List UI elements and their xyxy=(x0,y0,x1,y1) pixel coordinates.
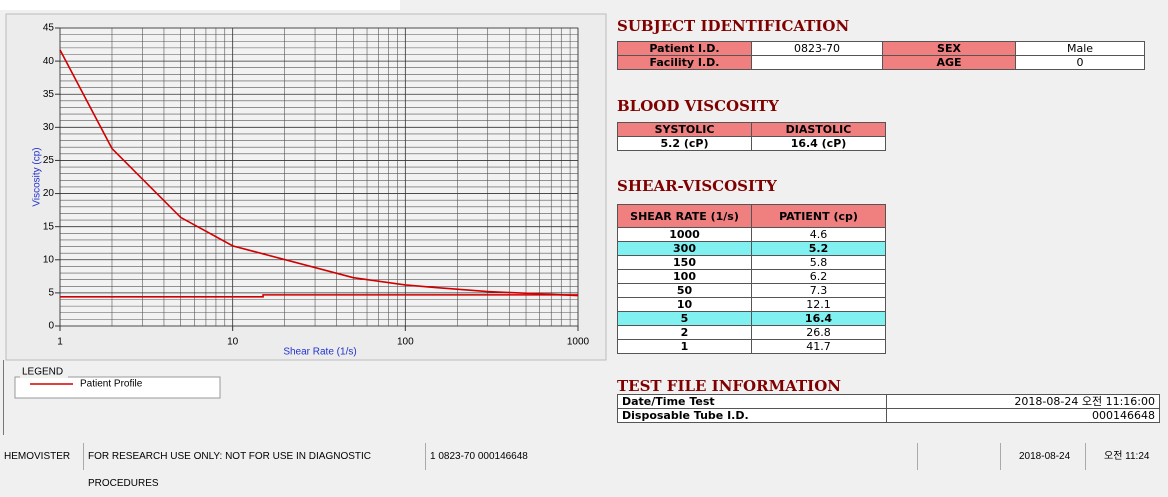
y-tick-label: 45 xyxy=(43,23,55,34)
left-edge xyxy=(3,360,4,435)
cell xyxy=(751,55,883,70)
cell: SYSTOLIC xyxy=(617,122,752,137)
y-tick-label: 0 xyxy=(48,321,54,332)
blood-table: SYSTOLIC DIASTOLIC 5.2 (cP) 16.4 (cP) xyxy=(617,122,886,151)
status-cell: 오전 11:24 xyxy=(1085,443,1168,470)
cell: 300 xyxy=(617,241,752,256)
cell: 5.2 (cP) xyxy=(617,136,752,151)
cell: 100 xyxy=(617,269,752,284)
y-tick-label: 15 xyxy=(43,221,55,232)
section-title: SUBJECT IDENTIFICATION xyxy=(617,17,850,35)
cell: 16.4 (cP) xyxy=(751,136,886,151)
cell: 7.3 xyxy=(751,283,886,298)
cell: PATIENT (cp) xyxy=(751,204,886,228)
cell: 41.7 xyxy=(751,339,886,354)
cell: 2 xyxy=(617,325,752,340)
cell: Male xyxy=(1015,41,1145,56)
cell: 5.8 xyxy=(751,255,886,270)
grid xyxy=(59,27,579,327)
test-file-table: Date/Time Test 2018-08-24 오전 11:16:00 Dis… xyxy=(617,394,1160,423)
section-title: TEST FILE INFORMATION xyxy=(617,377,841,395)
y-tick-label: 30 xyxy=(43,122,55,133)
plot-area xyxy=(59,27,579,327)
status-cell xyxy=(917,443,1000,470)
cell: 2018-08-24 오전 11:16:00 xyxy=(886,394,1160,409)
status-cell: HEMOVISTER xyxy=(4,451,71,462)
y-tick-label: 35 xyxy=(43,89,55,100)
subject-table: Patient I.D. 0823-70 SEX Male Facility I.D.… xyxy=(617,41,1145,70)
cell: DIASTOLIC xyxy=(751,122,886,137)
legend-label: Patient Profile xyxy=(80,379,143,390)
status-cell: 2018-08-24 xyxy=(1000,443,1085,470)
cell: Date/Time Test xyxy=(617,394,887,409)
section-title: BLOOD VISCOSITY xyxy=(617,97,779,115)
cell: Facility I.D. xyxy=(617,55,752,70)
chart: Shear Rate (1/s) Viscosity (cp) LEGEND 0… xyxy=(5,13,607,399)
status-cell: 1 0823-70 000146648 xyxy=(425,443,917,470)
cell: 5.2 xyxy=(751,241,886,256)
cell: SEX xyxy=(882,41,1016,56)
y-tick-label: 40 xyxy=(43,56,55,67)
cell: Patient I.D. xyxy=(617,41,752,56)
y-tick-label: 25 xyxy=(43,155,55,166)
cell: 10 xyxy=(617,297,752,312)
y-tick-label: 10 xyxy=(43,254,55,265)
cell: 50 xyxy=(617,283,752,298)
cell: 0 xyxy=(1015,55,1145,70)
series-line xyxy=(60,294,578,298)
series-line xyxy=(59,49,579,297)
legend-title-bg xyxy=(20,366,68,378)
cell: 1000 xyxy=(617,227,752,242)
cell: 4.6 xyxy=(751,227,886,242)
x-axis-label: Shear Rate (1/s) xyxy=(283,347,356,358)
cell: SHEAR RATE (1/s) xyxy=(617,204,752,228)
cell: 16.4 xyxy=(751,311,886,326)
legend-box xyxy=(14,376,221,399)
cell: 5 xyxy=(617,311,752,326)
status-cell: FOR RESEARCH USE ONLY: NOT FOR USE IN DI… xyxy=(83,443,425,489)
cell: 000146648 xyxy=(886,408,1160,423)
y-tick-label: 5 xyxy=(48,288,54,299)
cell: Disposable Tube I.D. xyxy=(617,408,887,423)
x-tick-label: 100 xyxy=(397,337,414,348)
x-tick-label: 10 xyxy=(227,337,239,348)
y-axis-label: Viscosity (cp) xyxy=(32,147,43,206)
cell: AGE xyxy=(882,55,1016,70)
legend-title: LEGEND xyxy=(22,367,63,378)
top-strip xyxy=(0,0,400,10)
section-title: SHEAR-VISCOSITY xyxy=(617,177,777,195)
cell: 0823-70 xyxy=(751,41,883,56)
cell: 12.1 xyxy=(751,297,886,312)
cell: 1 xyxy=(617,339,752,354)
cell: 150 xyxy=(617,255,752,270)
shear-table: SHEAR RATE (1/s) PATIENT (cp) 1000 4.6 300 5… xyxy=(617,204,886,354)
cell: 6.2 xyxy=(751,269,886,284)
y-tick-label: 20 xyxy=(43,188,55,199)
x-tick-label: 1000 xyxy=(567,337,590,348)
x-tick-label: 1 xyxy=(57,337,63,348)
status-bar: HEMOVISTER FOR RESEARCH USE ONLY: NOT FO… xyxy=(0,443,1168,489)
cell: 26.8 xyxy=(751,325,886,340)
